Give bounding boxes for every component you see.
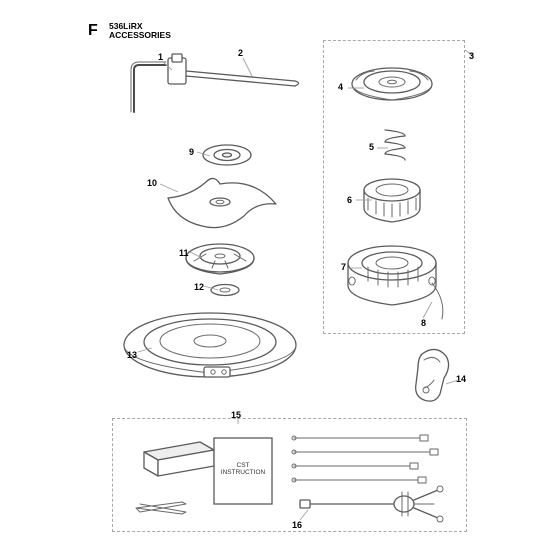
callout-7: 7 — [341, 262, 346, 272]
callout-13: 13 — [127, 350, 137, 360]
parts-diagram-page: F 536LiRXACCESSORIES — [0, 0, 560, 560]
leaders — [0, 0, 560, 560]
callout-15: 15 — [231, 410, 241, 420]
callout-2: 2 — [238, 48, 243, 58]
callout-11: 11 — [179, 248, 189, 258]
callout-6: 6 — [347, 195, 352, 205]
callout-12: 12 — [194, 282, 204, 292]
callout-9: 9 — [189, 147, 194, 157]
callout-4: 4 — [338, 82, 343, 92]
callout-5: 5 — [369, 142, 374, 152]
callout-8: 8 — [421, 318, 426, 328]
callout-3: 3 — [469, 51, 474, 61]
callout-14: 14 — [456, 374, 466, 384]
callout-16: 16 — [292, 520, 302, 530]
callout-1: 1 — [158, 52, 163, 62]
callout-10: 10 — [147, 178, 157, 188]
